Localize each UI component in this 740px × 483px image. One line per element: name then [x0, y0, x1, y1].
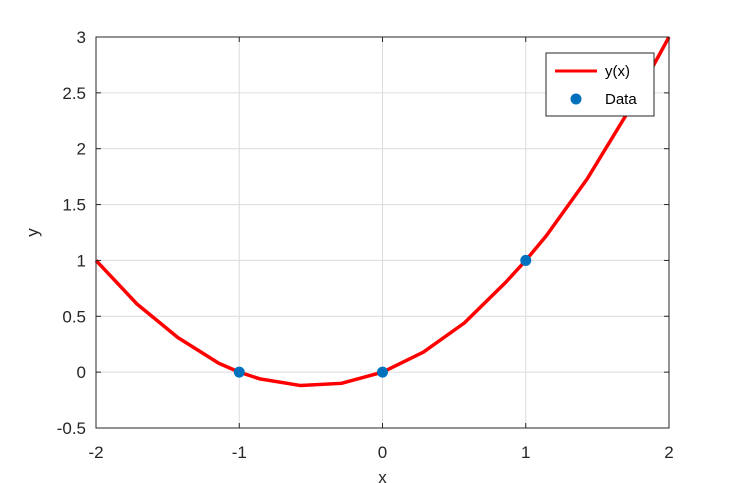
legend-label-data: Data	[605, 91, 637, 108]
data-point	[377, 366, 388, 378]
legend-marker-swatch	[570, 93, 582, 105]
x-tick-label: 1	[521, 443, 530, 462]
y-tick-label: 1	[77, 251, 86, 270]
y-tick-label: 3	[77, 28, 86, 47]
x-tick-label: 0	[378, 443, 387, 462]
y-tick-label: 0	[77, 363, 86, 382]
legend-label-line: y(x)	[605, 63, 630, 80]
legend-box	[545, 52, 655, 117]
y-tick-label: 1.5	[62, 196, 86, 215]
data-point	[233, 366, 245, 378]
legend: y(x) Data	[545, 52, 655, 117]
y-tick-label: 2.5	[62, 84, 86, 103]
x-tick-label: -1	[232, 443, 247, 462]
x-axis-label: x	[378, 468, 387, 483]
y-tick-label: -0.5	[57, 419, 86, 438]
data-point	[520, 254, 532, 266]
tick-layer: -2 -1 0 1 2 -0.5 0 0.5 1 1.5 2 2.5 3	[57, 28, 674, 462]
y-tick-label: 2	[77, 140, 86, 159]
grid-layer	[96, 37, 669, 428]
y-tick-label: 0.5	[62, 307, 86, 326]
x-tick-label: 2	[664, 443, 673, 462]
series-layer	[94, 36, 671, 388]
y-axis-label: y	[23, 228, 42, 237]
x-tick-label: -2	[88, 443, 103, 462]
